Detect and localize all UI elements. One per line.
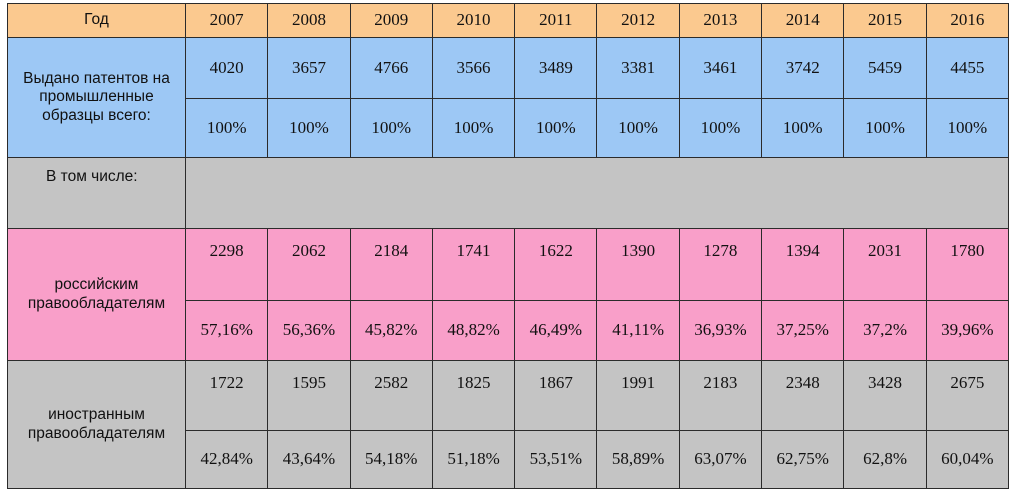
russian-count-cell: 1390: [597, 229, 679, 301]
russian-share-cell: 39,96%: [926, 301, 1008, 361]
foreign-share-cell: 58,89%: [597, 431, 679, 489]
russian-share-cell: 48,82%: [432, 301, 514, 361]
total-count-cell: 4766: [350, 38, 432, 99]
russian-label: российским правообладателям: [8, 229, 186, 361]
year-cell: 2013: [679, 4, 761, 38]
russian-share-cell: 37,2%: [844, 301, 926, 361]
total-count-cell: 3566: [432, 38, 514, 99]
year-cell: 2008: [268, 4, 350, 38]
russian-share-cell: 46,49%: [515, 301, 597, 361]
total-share-cell: 100%: [762, 99, 844, 158]
total-count-cell: 5459: [844, 38, 926, 99]
russian-share-cell: 41,11%: [597, 301, 679, 361]
total-share-cell: 100%: [268, 99, 350, 158]
foreign-label: иностранным правообладателям: [8, 361, 186, 489]
total-share-cell: 100%: [597, 99, 679, 158]
total-share-cell: 100%: [926, 99, 1008, 158]
total-share-cell: 100%: [515, 99, 597, 158]
including-empty-cell: [186, 158, 1009, 229]
year-cell: 2011: [515, 4, 597, 38]
foreign-share-cell: 42,84%: [186, 431, 268, 489]
foreign-share-cell: 53,51%: [515, 431, 597, 489]
foreign-count-row: иностранным правообладателям 1722 1595 2…: [8, 361, 1009, 431]
total-share-cell: 100%: [350, 99, 432, 158]
foreign-share-cell: 54,18%: [350, 431, 432, 489]
russian-count-cell: 2298: [186, 229, 268, 301]
year-cell: 2009: [350, 4, 432, 38]
foreign-count-cell: 2582: [350, 361, 432, 431]
russian-count-row: российским правообладателям 2298 2062 21…: [8, 229, 1009, 301]
foreign-share-cell: 63,07%: [679, 431, 761, 489]
total-count-cell: 3657: [268, 38, 350, 99]
total-count-cell: 4455: [926, 38, 1008, 99]
foreign-count-cell: 1825: [432, 361, 514, 431]
russian-count-cell: 2184: [350, 229, 432, 301]
foreign-share-cell: 60,04%: [926, 431, 1008, 489]
year-cell: 2010: [432, 4, 514, 38]
foreign-share-cell: 62,8%: [844, 431, 926, 489]
foreign-count-cell: 2675: [926, 361, 1008, 431]
header-row: Год 2007 2008 2009 2010 2011 2012 2013 2…: [8, 4, 1009, 38]
year-cell: 2016: [926, 4, 1008, 38]
russian-count-cell: 1278: [679, 229, 761, 301]
total-share-cell: 100%: [432, 99, 514, 158]
foreign-count-cell: 1991: [597, 361, 679, 431]
russian-count-cell: 1394: [762, 229, 844, 301]
including-label: В том числе:: [8, 158, 186, 229]
russian-share-cell: 45,82%: [350, 301, 432, 361]
total-count-cell: 3381: [597, 38, 679, 99]
total-count-cell: 4020: [186, 38, 268, 99]
patents-table: Год 2007 2008 2009 2010 2011 2012 2013 2…: [7, 3, 1009, 489]
total-count-cell: 3461: [679, 38, 761, 99]
russian-share-cell: 37,25%: [762, 301, 844, 361]
foreign-count-cell: 3428: [844, 361, 926, 431]
total-count-cell: 3489: [515, 38, 597, 99]
including-row: В том числе:: [8, 158, 1009, 229]
russian-count-cell: 2031: [844, 229, 926, 301]
year-header: Год: [8, 4, 186, 38]
russian-count-cell: 1780: [926, 229, 1008, 301]
foreign-share-cell: 62,75%: [762, 431, 844, 489]
russian-share-cell: 36,93%: [679, 301, 761, 361]
russian-count-cell: 1741: [432, 229, 514, 301]
foreign-share-cell: 51,18%: [432, 431, 514, 489]
russian-count-cell: 1622: [515, 229, 597, 301]
foreign-count-cell: 2183: [679, 361, 761, 431]
foreign-count-cell: 1595: [268, 361, 350, 431]
foreign-share-cell: 43,64%: [268, 431, 350, 489]
foreign-count-cell: 1722: [186, 361, 268, 431]
year-cell: 2014: [762, 4, 844, 38]
total-count-row: Выдано патентов на промышленные образцы …: [8, 38, 1009, 99]
russian-count-cell: 2062: [268, 229, 350, 301]
total-share-cell: 100%: [679, 99, 761, 158]
foreign-count-cell: 2348: [762, 361, 844, 431]
year-cell: 2015: [844, 4, 926, 38]
foreign-count-cell: 1867: [515, 361, 597, 431]
total-share-cell: 100%: [844, 99, 926, 158]
year-cell: 2007: [186, 4, 268, 38]
total-count-cell: 3742: [762, 38, 844, 99]
year-cell: 2012: [597, 4, 679, 38]
russian-share-cell: 56,36%: [268, 301, 350, 361]
total-share-cell: 100%: [186, 99, 268, 158]
total-label: Выдано патентов на промышленные образцы …: [8, 38, 186, 158]
russian-share-cell: 57,16%: [186, 301, 268, 361]
